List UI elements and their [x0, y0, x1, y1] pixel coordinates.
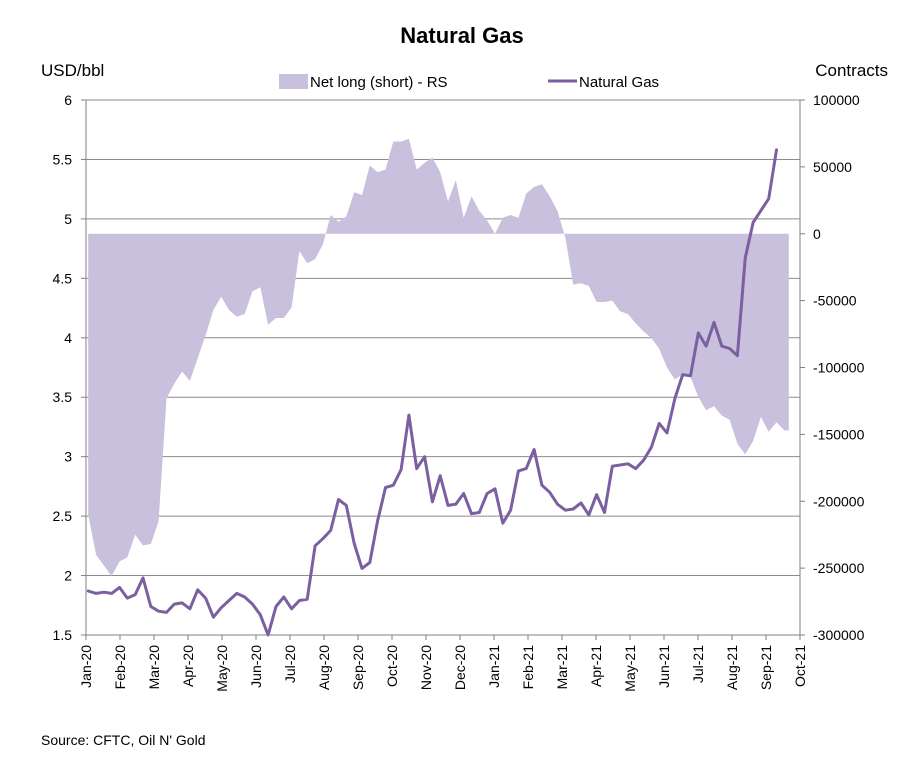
x-tick-label: Nov-20	[418, 645, 434, 690]
x-tick-label: Jul-20	[282, 645, 298, 683]
y-left-label: USD/bbl	[41, 61, 104, 80]
x-tick-label: Apr-20	[180, 645, 196, 687]
natural-gas-line	[86, 148, 778, 637]
x-tick-label: Sep-21	[758, 645, 774, 690]
x-tick-label: Oct-21	[792, 645, 808, 687]
y-right-tick-label: 100000	[813, 92, 860, 108]
y-left-tick-label: 2.5	[53, 508, 73, 524]
x-tick-label: Jun-20	[248, 645, 264, 688]
x-tick-label: May-21	[622, 645, 638, 692]
net-long-area	[88, 138, 789, 577]
y-left-tick-label: 2	[64, 568, 72, 584]
chart-title: Natural Gas	[400, 23, 524, 48]
x-tick-label: Mar-20	[146, 645, 162, 690]
y-left-tick-label: 6	[64, 92, 72, 108]
y-right-tick-label: 50000	[813, 159, 852, 175]
y-left-tick-label: 3.5	[53, 389, 73, 405]
x-tick-label: Apr-21	[588, 645, 604, 687]
x-tick-label: May-20	[214, 645, 230, 692]
y-right-tick-label: -100000	[813, 360, 865, 376]
legend: Net long (short) - RS Natural Gas	[279, 74, 659, 91]
y-right-tick-label: 0	[813, 226, 821, 242]
x-tick-label: Mar-21	[554, 645, 570, 690]
x-tick-label: Aug-20	[316, 645, 332, 690]
natural-gas-line-layer	[86, 148, 778, 637]
x-tick-labels: Jan-20 Feb-20 Mar-20 Apr-20 May-20 Jun-20 Jul-…	[78, 635, 808, 692]
y-right-tick-label: -300000	[813, 627, 865, 643]
legend-label-net-long: Net long (short) - RS	[310, 74, 448, 91]
net-long-area-layer	[88, 138, 789, 577]
x-tick-label: Jan-21	[486, 645, 502, 688]
x-tick-label: Jan-20	[78, 645, 94, 688]
x-tick-label: Feb-20	[112, 645, 128, 690]
y-left-tick-label: 3	[64, 449, 72, 465]
y-left-tick-label: 4.5	[53, 270, 73, 286]
y-left-tick-label: 5	[64, 211, 72, 227]
x-tick-label: Dec-20	[452, 645, 468, 690]
x-tick-label: Sep-20	[350, 645, 366, 690]
y-right-tick-label: -50000	[813, 293, 857, 309]
x-tick-label: Feb-21	[520, 645, 536, 690]
x-tick-label: Aug-21	[724, 645, 740, 690]
y-right-tick-label: -200000	[813, 493, 865, 509]
x-tick-label: Oct-20	[384, 645, 400, 687]
y-right-tick-label: -250000	[813, 560, 865, 576]
y-left-tick-label: 5.5	[53, 151, 73, 167]
y-right-tick-label: -150000	[813, 426, 865, 442]
legend-swatch-net-long	[279, 74, 308, 89]
y-left-tick-labels: 6 5.5 5 4.5 4 3.5 3 2.5 2 1.5	[53, 92, 86, 643]
y-left-tick-label: 1.5	[53, 627, 73, 643]
y-right-tick-labels: 100000 50000 0 -50000 -100000 -150000 -200000 -…	[800, 92, 865, 643]
x-tick-label: Jul-21	[690, 645, 706, 683]
source-note: Source: CFTC, Oil N' Gold	[41, 732, 206, 748]
x-tick-label: Jun-21	[656, 645, 672, 688]
y-right-label: Contracts	[815, 61, 888, 80]
legend-label-natural-gas: Natural Gas	[579, 74, 659, 91]
y-left-tick-label: 4	[64, 330, 72, 346]
